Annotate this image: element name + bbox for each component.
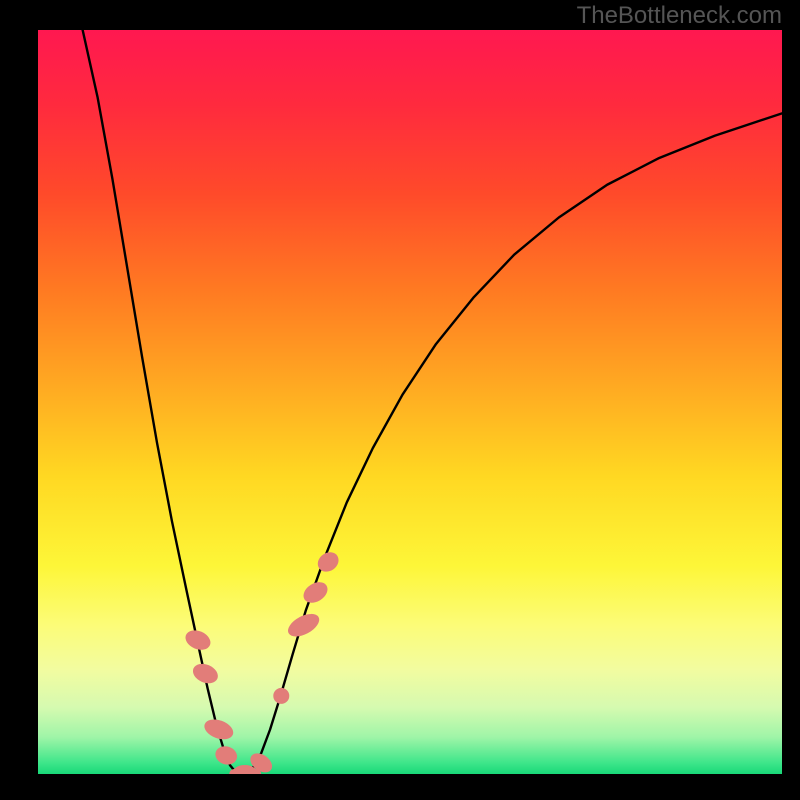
data-marker [213,743,239,767]
data-marker [273,688,289,704]
data-marker [190,660,221,687]
plot-area [38,30,782,774]
watermark-text: TheBottleneck.com [577,2,782,30]
data-marker [314,548,342,575]
data-marker [202,716,236,743]
curve-layer [38,30,782,774]
data-marker [182,627,213,654]
bottleneck-curve [83,30,782,774]
chart-container: { "chart": { "type": "line", "outer_widt… [0,0,800,800]
